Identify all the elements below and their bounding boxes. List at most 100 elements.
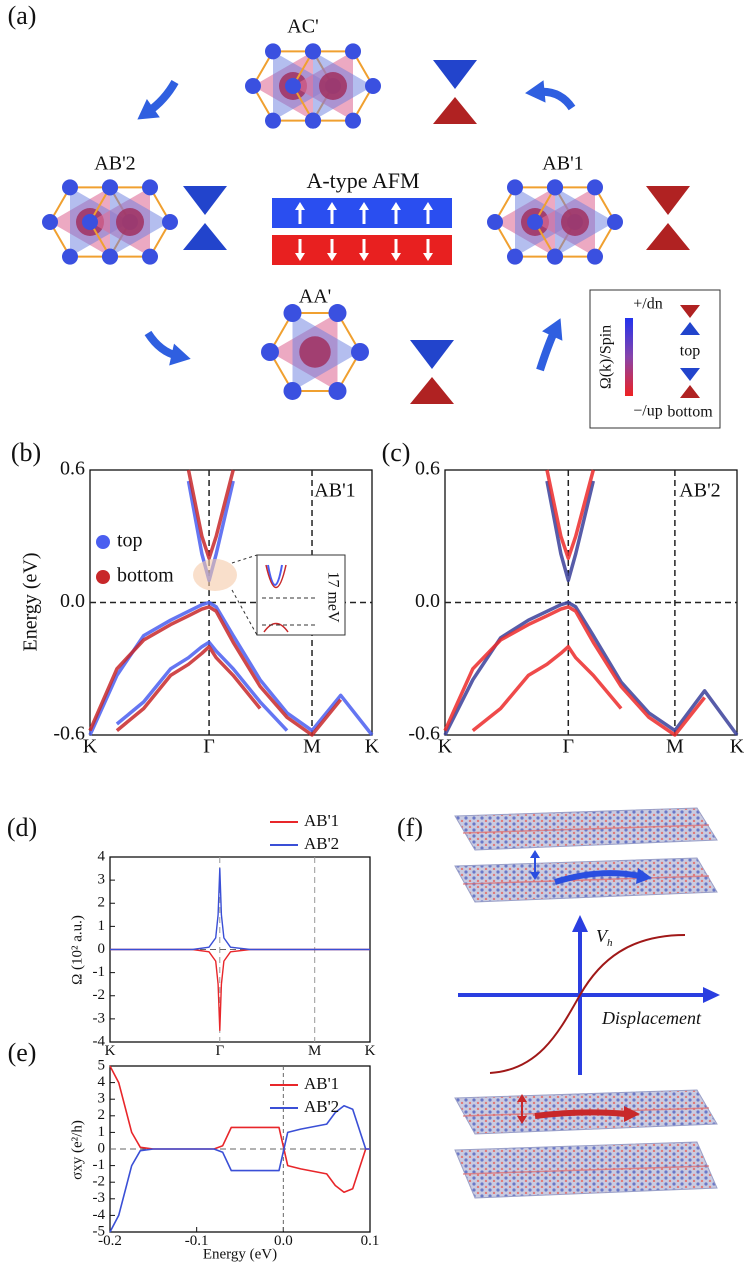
cone-top [646,186,690,215]
atom [345,43,361,60]
data-line [471,644,623,732]
atom [102,248,118,265]
inset-band [267,564,283,586]
x-tick-label: 0.1 [361,1233,380,1249]
arrow-head [624,1106,640,1122]
spin-up-layer [272,198,452,228]
spin-arrow-head [295,202,305,210]
shift-arrow [534,1109,626,1119]
data-line [186,469,235,561]
atom [547,179,563,196]
x-tick-label: M [666,736,684,758]
panel-label: (e) [8,1038,37,1067]
label: AB'1 [542,153,583,175]
legend-label: AB'1 [304,811,339,830]
data-line [88,600,374,737]
y-tick-label: 0 [98,941,106,957]
atom [607,214,623,230]
y-tick-label: -3 [93,1190,106,1206]
inset [256,554,346,636]
x-tick-label: -0.2 [98,1233,122,1249]
atom [102,179,118,196]
label: Ω(k)/Spin [598,325,615,389]
arrow-head [137,99,160,120]
y-tick-label: 0.6 [60,458,85,480]
data-line [109,1105,370,1233]
y-tick-label: 0.6 [415,458,440,480]
cone-bottom [410,377,454,404]
atom [283,381,302,400]
y-axis-label: Vh [596,926,613,948]
panel-label: (d) [7,813,37,842]
atom [42,214,58,230]
legend-label: top [117,530,143,552]
spin-down-layer [272,235,452,265]
label: AB'2 [94,153,135,175]
annotation: AB'2 [679,480,720,502]
data-line [110,948,370,1032]
data-line [115,640,289,732]
colorbar [625,318,633,396]
arrow-head [169,343,191,366]
x-tick-label: Γ [215,1043,224,1059]
x-axis-label: Displacement [601,1008,702,1028]
y-tick-label: -4 [93,1207,106,1223]
data-line [109,1065,370,1193]
spin-arrow-head [327,253,337,261]
zoom-region [193,559,237,591]
legend-icon [680,322,700,335]
spin-arrow-head [391,253,401,261]
atom-center [561,208,589,236]
cone-bottom [646,223,690,250]
y-axis-label: Energy (eV) [20,552,42,651]
spin-arrow-head [391,202,401,210]
atom [365,78,381,94]
x-tick-label: 0.0 [274,1233,293,1249]
atom-center [116,208,144,236]
y-tick-label: 0.0 [415,590,440,612]
y-tick-label: 4 [98,1074,106,1090]
response-curve [489,934,686,1074]
atom [261,343,279,361]
label: −/up [633,403,662,420]
data-line [115,644,262,732]
legend-marker [96,570,110,584]
cone-top [433,60,477,89]
atom [328,381,347,400]
layer-stripe [462,875,710,885]
atom [507,179,523,196]
atom [328,304,347,323]
zoom-line [231,589,258,636]
x-tick-label: K [438,736,453,758]
legend-icon [680,385,700,398]
atom [527,214,543,230]
inset-band [263,622,289,633]
atom [265,112,281,129]
y-tick-label: 0.0 [60,590,85,612]
atom [82,214,98,230]
atom [587,248,603,265]
label: (a) [8,1,37,30]
data-line [545,469,595,561]
y-tick-label: 2 [98,1107,106,1123]
label: +/dn [633,296,662,313]
x-tick-label: M [303,736,321,758]
data-line [545,480,596,583]
legend-label: AB'2 [304,834,339,853]
shift-arrow [554,870,641,885]
data-line [443,600,739,737]
atom [62,179,78,196]
x-tick-label: K [365,1043,376,1059]
y-tick-label: -4 [93,1033,106,1049]
spin-arrow-head [423,253,433,261]
x-tick-label: M [308,1043,321,1059]
atom [142,179,158,196]
x-tick-label: K [730,736,745,758]
atom [345,112,361,129]
y-tick-label: 3 [98,1091,106,1107]
atom [351,343,369,361]
legend-box [589,289,721,429]
label: (f) [397,813,423,842]
label: AA' [299,286,332,308]
